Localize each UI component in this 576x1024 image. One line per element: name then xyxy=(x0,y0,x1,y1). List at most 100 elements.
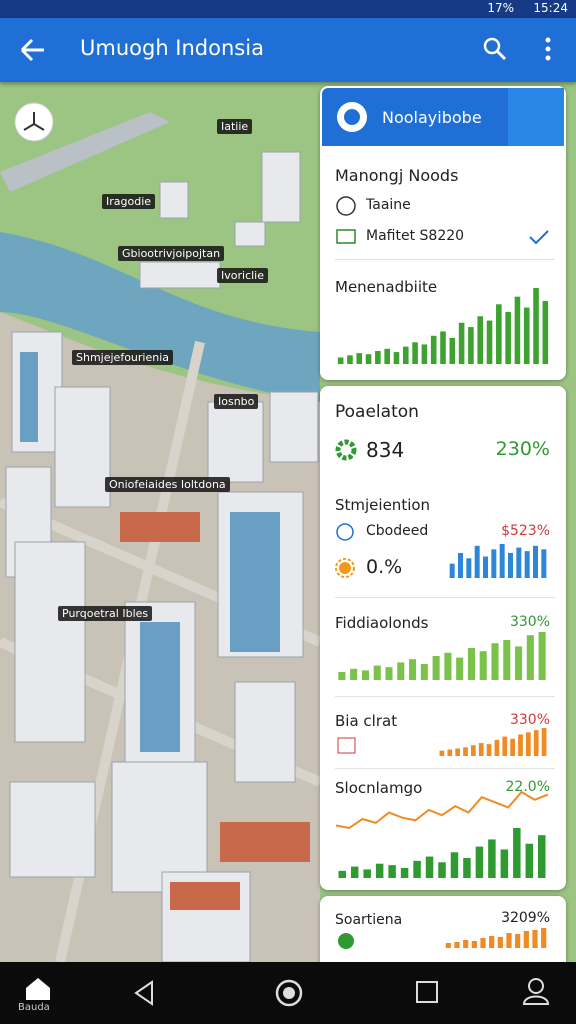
map-label[interactable]: Iosnbo xyxy=(214,394,259,409)
home-nav[interactable] xyxy=(274,978,304,1008)
spark-bar xyxy=(486,320,493,364)
map-label[interactable]: Ivoriclie xyxy=(217,268,268,283)
spark-bar xyxy=(515,646,523,680)
spark-bar xyxy=(365,354,372,364)
divider xyxy=(335,768,555,769)
map-label[interactable]: Shmjejefourienia xyxy=(72,350,174,365)
spark-bar xyxy=(440,331,446,364)
spark-bar xyxy=(388,865,396,878)
sparkline xyxy=(337,288,549,364)
spark-bar xyxy=(438,862,446,878)
spark-bar xyxy=(450,852,459,878)
home-button[interactable] xyxy=(24,976,52,1000)
spark-bar xyxy=(526,732,531,756)
spark-bar xyxy=(525,843,534,878)
stats-title: Poaelaton xyxy=(335,402,419,422)
map-label[interactable]: Oniofeiaides Ioltdona xyxy=(105,477,230,492)
spark-bar xyxy=(523,307,530,364)
spark-bar xyxy=(538,835,546,878)
radio[interactable] xyxy=(335,195,357,217)
spark-bar xyxy=(375,350,381,364)
map-label[interactable]: Iatiie xyxy=(217,119,253,134)
spark-bar xyxy=(496,304,502,364)
stats-card: Poaelaton 834 230% Stmjeiention Cbodeed … xyxy=(320,386,566,890)
sparkline xyxy=(338,632,546,680)
spark-bar xyxy=(455,748,460,756)
spark-bar xyxy=(479,651,487,680)
spark-bar xyxy=(475,846,484,878)
spark-bar xyxy=(489,936,495,948)
map-label[interactable]: Iragodie xyxy=(102,194,156,209)
spark-bar xyxy=(515,934,521,948)
spark-bar xyxy=(412,342,418,364)
row-title: Fiddiaolonds xyxy=(335,614,429,632)
row-title: Slocnlamgo xyxy=(335,779,423,797)
spark-bar xyxy=(409,659,417,680)
spark-bar xyxy=(445,943,451,948)
spark-bar xyxy=(506,933,512,948)
option[interactable]: Taaine xyxy=(366,197,411,213)
row-change: 330% xyxy=(509,712,550,728)
check xyxy=(529,230,549,245)
spark-bar xyxy=(449,337,456,364)
back-button[interactable] xyxy=(18,36,48,64)
spark-bar xyxy=(447,749,453,756)
spark-bar xyxy=(541,549,547,578)
spark-bar xyxy=(523,931,529,948)
search-button[interactable] xyxy=(482,36,508,62)
spark-bar xyxy=(463,858,471,878)
spark-bar xyxy=(505,311,511,364)
row-change: 3209% xyxy=(501,910,550,926)
spark-bar xyxy=(468,327,474,364)
back-nav[interactable] xyxy=(132,980,156,1006)
spark-bar xyxy=(533,288,539,364)
sparkline xyxy=(439,728,547,756)
battery: 17% xyxy=(487,1,514,15)
spark-bar xyxy=(463,940,469,948)
app-title: Umuogh Indonsia xyxy=(80,36,264,60)
panel-title: Noolayibobe xyxy=(382,108,482,127)
spark-bar xyxy=(532,930,538,948)
divider xyxy=(335,597,555,598)
spark-bar xyxy=(516,547,522,578)
row-icon xyxy=(337,737,356,754)
map-label[interactable]: Purqoetral Ibles xyxy=(58,606,153,621)
nav-bar: Bauda xyxy=(0,962,576,1024)
spark-bar xyxy=(466,558,472,578)
spark-bar xyxy=(463,747,468,756)
spark-bar xyxy=(478,743,484,756)
map-label[interactable]: Gbiootrivjoipojtan xyxy=(118,246,225,261)
home-label: Bauda xyxy=(18,1002,50,1013)
row-sub: 0.% xyxy=(366,556,403,578)
spark-bar xyxy=(467,648,475,680)
gear-icon xyxy=(335,439,357,461)
spark-bar xyxy=(486,744,492,756)
recent-nav[interactable] xyxy=(415,980,439,1004)
more-button[interactable] xyxy=(540,36,556,62)
spark-bar xyxy=(538,632,546,680)
spark-bar xyxy=(400,868,409,878)
spark-bar xyxy=(526,635,534,680)
spark-bar xyxy=(518,734,523,756)
spark-bar xyxy=(338,672,346,680)
row-title: Bia clrat xyxy=(335,712,398,730)
spark-bar xyxy=(510,738,515,756)
spark-bar xyxy=(430,335,437,364)
spark-bar xyxy=(533,730,539,756)
spark-bar xyxy=(474,545,480,578)
spark-bar xyxy=(500,849,509,878)
spark-bar xyxy=(384,348,390,364)
sparkline xyxy=(338,828,546,878)
row-change: 22.0% xyxy=(505,779,550,795)
profile-nav[interactable] xyxy=(522,976,550,1006)
spark-bar xyxy=(503,640,511,680)
option-icon xyxy=(336,229,356,244)
row-title: Stmjeiention xyxy=(335,496,431,514)
spark-bar xyxy=(497,937,503,948)
divider xyxy=(335,696,555,697)
divider xyxy=(335,259,555,260)
grid-button[interactable] xyxy=(508,88,564,146)
option[interactable]: Mafitet S8220 xyxy=(366,228,465,244)
stats-value: 834 xyxy=(366,438,405,462)
